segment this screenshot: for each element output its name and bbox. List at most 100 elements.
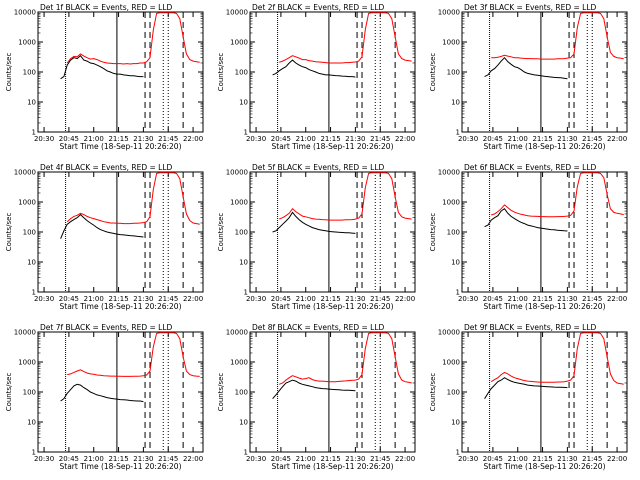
x-tick-label: 21:45 — [370, 135, 390, 143]
y-tick-label: 10 — [451, 419, 460, 427]
x-axis-label: Start Time (18-Sep-11 20:26:20) — [272, 142, 394, 151]
x-axis-label: Start Time (18-Sep-11 20:26:20) — [60, 302, 182, 311]
x-tick-label: 20:30 — [246, 295, 266, 303]
y-axis-label: Counts/sec — [429, 213, 437, 252]
y-axis-label: Counts/sec — [217, 53, 225, 92]
x-tick-label: 21:30 — [133, 295, 153, 303]
x-tick-label: 20:45 — [59, 295, 79, 303]
x-axis-label: Start Time (18-Sep-11 20:26:20) — [60, 462, 182, 471]
x-tick-label: 21:15 — [320, 295, 340, 303]
y-tick-label: 1 — [32, 289, 36, 297]
x-tick-label: 20:30 — [246, 455, 266, 463]
x-tick-label: 21:30 — [557, 295, 577, 303]
x-tick-label: 22:00 — [395, 455, 415, 463]
x-tick-label: 20:45 — [483, 455, 503, 463]
plot-frame — [249, 11, 416, 133]
y-tick-label: 1000 — [230, 199, 248, 207]
x-tick-label: 20:30 — [34, 295, 54, 303]
y-tick-label: 10 — [239, 259, 248, 267]
y-tick-label: 1000 — [230, 39, 248, 47]
y-tick-label: 10000 — [226, 329, 248, 337]
x-tick-label: 21:30 — [133, 455, 153, 463]
x-tick-label: 21:00 — [508, 295, 528, 303]
y-tick-label: 1 — [32, 449, 36, 457]
x-tick-label: 21:15 — [108, 455, 128, 463]
y-tick-label: 100 — [23, 229, 36, 237]
y-tick-label: 1 — [456, 129, 460, 137]
x-tick-label: 20:45 — [59, 455, 79, 463]
x-axis-label: Start Time (18-Sep-11 20:26:20) — [60, 142, 182, 151]
x-axis-label: Start Time (18-Sep-11 20:26:20) — [484, 302, 606, 311]
y-tick-label: 1 — [32, 129, 36, 137]
series-line-events — [272, 59, 356, 78]
x-tick-label: 21:45 — [158, 295, 178, 303]
x-tick-label: 21:00 — [84, 135, 104, 143]
x-tick-label: 21:30 — [345, 295, 365, 303]
x-tick-label: 22:00 — [607, 135, 627, 143]
x-tick-label: 21:00 — [296, 295, 316, 303]
series-line-events — [484, 377, 568, 399]
x-tick-label: 22:00 — [395, 295, 415, 303]
plot-frame — [37, 171, 204, 293]
x-tick-label: 20:45 — [59, 135, 79, 143]
y-tick-label: 100 — [23, 389, 36, 397]
y-tick-label: 1 — [244, 129, 248, 137]
x-tick-label: 21:30 — [345, 135, 365, 143]
y-tick-label: 10000 — [226, 169, 248, 177]
panel-det-1: 1 10 100 1000 10000 20:30 20:45 21:00 21:15 21:30… — [5, 3, 204, 151]
y-tick-label: 10 — [27, 419, 36, 427]
panel-det-7: 1 10 100 1000 10000 20:30 20:45 21:00 21:15 21:30… — [5, 323, 204, 471]
y-tick-label: 100 — [235, 69, 248, 77]
series-line-lld — [279, 332, 412, 385]
x-tick-label: 20:45 — [271, 135, 291, 143]
y-tick-label: 1000 — [442, 359, 460, 367]
plot-frame — [461, 11, 628, 133]
x-axis-label: Start Time (18-Sep-11 20:26:20) — [484, 462, 606, 471]
y-tick-label: 10 — [451, 99, 460, 107]
y-axis-label: Counts/sec — [5, 373, 13, 412]
x-tick-label: 20:30 — [458, 295, 478, 303]
series-line-events — [60, 54, 144, 80]
y-axis-label: Counts/sec — [217, 213, 225, 252]
x-tick-label: 20:45 — [483, 135, 503, 143]
panel-det-4: 1 10 100 1000 10000 20:30 20:45 21:00 21:15 21:30… — [5, 163, 204, 311]
plot-frame — [461, 331, 628, 453]
x-tick-label: 20:30 — [458, 135, 478, 143]
y-axis-label: Counts/sec — [429, 53, 437, 92]
x-tick-label: 21:00 — [84, 455, 104, 463]
x-tick-label: 21:00 — [508, 135, 528, 143]
y-tick-label: 1000 — [18, 199, 36, 207]
y-tick-label: 10000 — [14, 329, 36, 337]
x-tick-label: 21:15 — [532, 455, 552, 463]
y-tick-label: 100 — [447, 69, 460, 77]
x-axis-label: Start Time (18-Sep-11 20:26:20) — [484, 142, 606, 151]
x-tick-label: 22:00 — [395, 135, 415, 143]
panel-det-3: 1 10 100 1000 10000 20:30 20:45 21:00 21:15 21:30… — [429, 3, 628, 151]
x-tick-label: 21:45 — [370, 295, 390, 303]
x-tick-label: 21:15 — [532, 295, 552, 303]
series-line-lld — [491, 172, 624, 218]
series-line-events — [60, 213, 144, 239]
y-tick-label: 1 — [456, 289, 460, 297]
x-tick-label: 21:30 — [345, 455, 365, 463]
x-tick-label: 21:00 — [508, 455, 528, 463]
x-axis-label: Start Time (18-Sep-11 20:26:20) — [272, 462, 394, 471]
y-tick-label: 10 — [239, 419, 248, 427]
panel-title: Det 4f BLACK = Events, RED = LLD — [40, 163, 173, 172]
y-axis-label: Counts/sec — [429, 373, 437, 412]
y-tick-label: 1000 — [18, 39, 36, 47]
y-axis-label: Counts/sec — [217, 373, 225, 412]
y-tick-label: 10 — [239, 99, 248, 107]
y-tick-label: 10 — [451, 259, 460, 267]
y-axis-label: Counts/sec — [5, 213, 13, 252]
y-tick-label: 100 — [23, 69, 36, 77]
x-tick-label: 21:45 — [582, 135, 602, 143]
panel-det-8: 1 10 100 1000 10000 20:30 20:45 21:00 21:15 21:30… — [217, 323, 416, 471]
x-tick-label: 21:00 — [84, 295, 104, 303]
x-tick-label: 20:45 — [271, 295, 291, 303]
x-tick-label: 22:00 — [183, 135, 203, 143]
y-tick-label: 100 — [235, 389, 248, 397]
x-tick-label: 22:00 — [183, 295, 203, 303]
x-tick-label: 20:30 — [458, 455, 478, 463]
